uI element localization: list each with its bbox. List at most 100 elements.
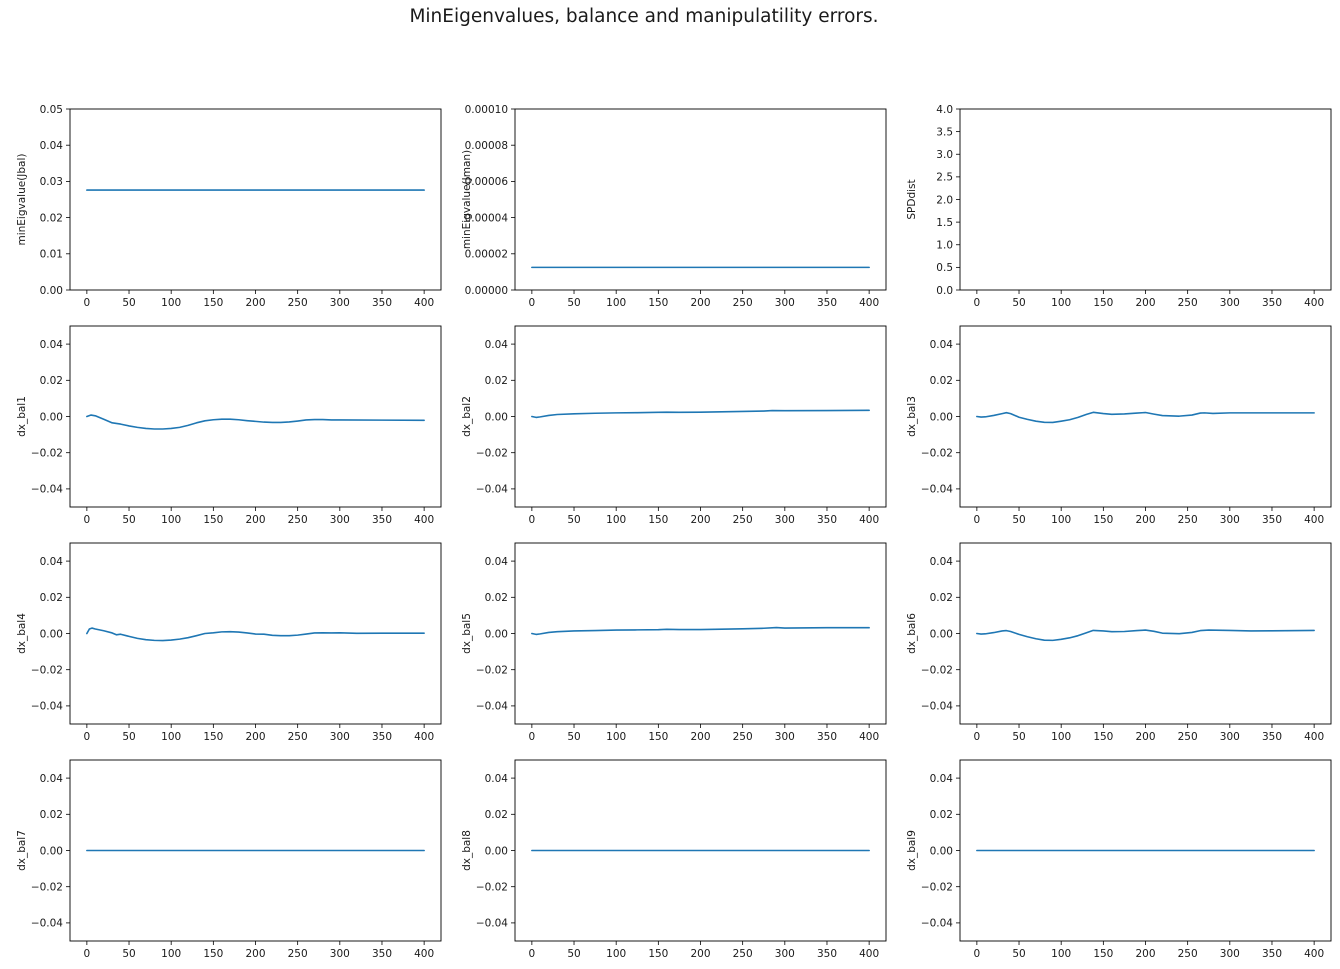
y-tick-label: −0.04 (31, 701, 63, 713)
x-tick-label: 0 (529, 948, 536, 960)
y-tick-label: 1.5 (936, 217, 953, 229)
y-axis-label: dx_bal3 (906, 396, 918, 437)
series-line (531, 409, 870, 419)
y-tick-label: −0.02 (921, 665, 953, 677)
x-tick-label: 0 (974, 948, 981, 960)
x-tick-label: 300 (775, 297, 795, 309)
x-tick-label: 350 (1262, 297, 1282, 309)
x-tick-label: 400 (1304, 297, 1324, 309)
x-tick-label: 300 (1220, 297, 1240, 309)
y-tick-label: 0.00004 (465, 212, 509, 224)
y-tick-label: 0.04 (930, 556, 954, 568)
x-tick-label: 50 (122, 514, 135, 526)
x-tick-label: 200 (1135, 297, 1155, 309)
y-tick-label: 0.04 (40, 556, 64, 568)
y-tick-label: 0.04 (930, 773, 954, 785)
x-tick-label: 100 (1051, 514, 1071, 526)
y-tick-label: 0.04 (930, 339, 954, 351)
x-tick-label: 300 (330, 948, 350, 960)
subplot-4: 0 50 100 150 200 250 300 350 400 −0.04 −0.02 0.00 0.… (16, 325, 442, 526)
y-tick-label: 0.00 (485, 845, 508, 857)
y-tick-label: 0.00008 (465, 140, 508, 152)
y-tick-label: 0.05 (40, 104, 63, 116)
y-tick-label: −0.02 (31, 882, 63, 894)
x-tick-label: 350 (372, 731, 392, 743)
x-tick-label: 250 (733, 297, 753, 309)
y-tick-label: −0.02 (31, 665, 63, 677)
axes-frame (959, 108, 1332, 291)
x-tick-label: 400 (414, 948, 434, 960)
x-tick-label: 100 (1051, 297, 1071, 309)
y-tick-label: 0.02 (930, 375, 953, 387)
x-tick-label: 150 (648, 731, 668, 743)
y-tick-label: 0.5 (936, 262, 953, 274)
x-tick-label: 300 (775, 731, 795, 743)
x-tick-label: 300 (775, 514, 795, 526)
x-tick-label: 200 (690, 731, 710, 743)
subplot-5: 0 50 100 150 200 250 300 350 400 −0.04 −0.02 0.00 0.… (461, 325, 887, 526)
x-tick-label: 200 (245, 731, 265, 743)
x-tick-label: 400 (1304, 948, 1324, 960)
y-tick-label: −0.02 (921, 448, 953, 460)
x-tick-label: 400 (859, 514, 879, 526)
x-tick-label: 250 (1178, 948, 1198, 960)
x-tick-label: 350 (817, 514, 837, 526)
x-tick-label: 200 (1135, 948, 1155, 960)
series-line (976, 411, 1315, 424)
y-tick-label: 0.00 (40, 845, 63, 857)
y-axis-label: dx_bal1 (16, 396, 28, 437)
y-tick-label: 0.02 (40, 375, 63, 387)
x-tick-label: 0 (84, 514, 91, 526)
y-tick-label: 0.00 (40, 411, 63, 423)
x-tick-label: 50 (567, 948, 580, 960)
y-tick-label: 0.04 (40, 773, 64, 785)
x-tick-label: 350 (817, 948, 837, 960)
x-tick-label: 250 (733, 948, 753, 960)
y-tick-label: 0.00 (40, 285, 63, 297)
subplot-1: 0 50 100 150 200 250 300 350 400 0.00 0.01 0.02 0.03… (16, 104, 442, 309)
y-tick-label: 0.02 (485, 375, 508, 387)
x-tick-label: 0 (974, 297, 981, 309)
x-tick-label: 50 (1012, 297, 1025, 309)
y-tick-label: 0.04 (485, 556, 509, 568)
x-tick-label: 400 (859, 731, 879, 743)
y-tick-label: 0.02 (40, 212, 63, 224)
y-axis-label: dx_bal5 (461, 613, 473, 654)
x-tick-label: 350 (817, 731, 837, 743)
subplot-12: 0 50 100 150 200 250 300 350 400 −0.04 −0.02 0.00 0.… (906, 759, 1332, 960)
y-tick-label: 0.00010 (465, 104, 508, 116)
y-tick-label: 0.02 (40, 592, 63, 604)
x-tick-label: 350 (1262, 514, 1282, 526)
x-tick-label: 300 (1220, 514, 1240, 526)
series-line (86, 414, 425, 430)
y-tick-label: 3.5 (936, 126, 953, 138)
y-tick-label: 0.00000 (465, 285, 508, 297)
y-tick-label: −0.02 (476, 448, 508, 460)
x-tick-label: 50 (1012, 948, 1025, 960)
y-tick-label: 0.04 (485, 773, 509, 785)
subplot-2: 0 50 100 150 200 250 300 350 400 0.00000 0.00002 0.… (461, 104, 887, 309)
y-tick-label: 0.00 (485, 411, 508, 423)
y-tick-label: 0.04 (40, 140, 64, 152)
x-tick-label: 250 (1178, 731, 1198, 743)
x-tick-label: 100 (161, 948, 181, 960)
y-axis-label: dx_bal9 (906, 830, 918, 871)
x-tick-label: 0 (529, 514, 536, 526)
x-tick-label: 0 (84, 948, 91, 960)
x-tick-label: 100 (606, 731, 626, 743)
y-tick-label: 3.0 (936, 149, 953, 161)
x-tick-label: 100 (161, 297, 181, 309)
x-tick-label: 250 (288, 948, 308, 960)
y-tick-label: 0.0 (936, 285, 953, 297)
x-tick-label: 250 (288, 731, 308, 743)
axes-frame (69, 325, 442, 508)
y-tick-label: 0.03 (40, 176, 63, 188)
y-tick-label: 0.02 (930, 592, 953, 604)
x-tick-label: 250 (733, 731, 753, 743)
x-tick-label: 200 (245, 514, 265, 526)
y-tick-label: −0.04 (476, 918, 508, 930)
figure-title: MinEigenvalues, balance and manipulatili… (409, 6, 879, 27)
y-tick-label: 0.02 (485, 809, 508, 821)
y-tick-label: 0.02 (930, 809, 953, 821)
x-tick-label: 350 (372, 297, 392, 309)
